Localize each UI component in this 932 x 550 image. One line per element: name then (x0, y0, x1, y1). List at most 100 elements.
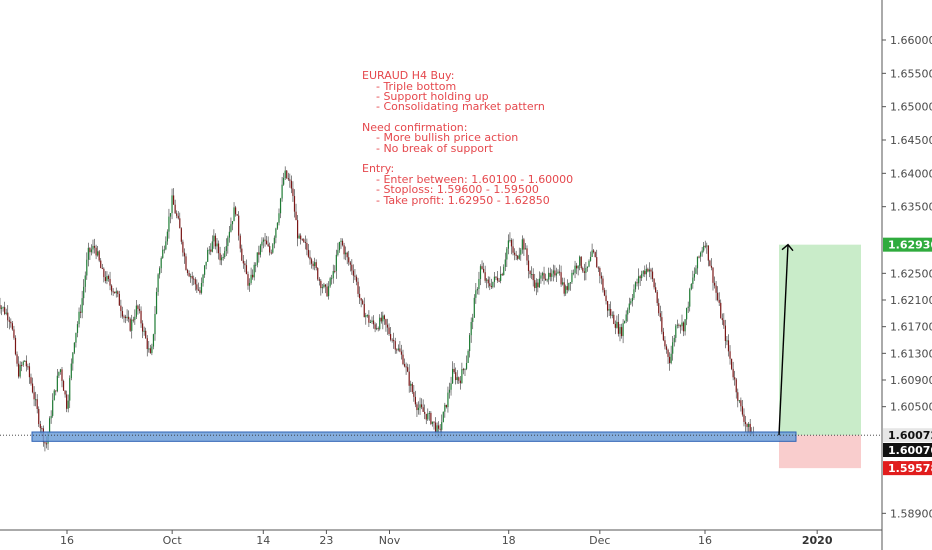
candle-body (628, 303, 630, 310)
candle-body (134, 316, 136, 320)
candle-body (554, 270, 556, 276)
candle-body (597, 267, 599, 269)
candle-body (458, 377, 460, 381)
candle-body (447, 392, 449, 408)
candle-body (76, 324, 79, 333)
candle-body (438, 425, 440, 429)
price-tick-label: 1.66000 (890, 34, 932, 47)
candle-body (661, 317, 663, 332)
annotation-line: - Enter between: 1.60100 - 1.60000 (362, 173, 573, 186)
price-axis[interactable]: 1.66000 1.65500 1.65000 1.64500 1.64000 1.635… (881, 0, 932, 550)
candle-body (521, 239, 523, 250)
candle-body (52, 400, 54, 416)
candle-body (253, 264, 255, 278)
candle-body (363, 303, 365, 318)
annotation-line: - More bullish price action (362, 131, 518, 144)
position-tool[interactable] (779, 244, 861, 469)
candle-body (636, 282, 638, 284)
candle-body (482, 268, 485, 273)
candle-body (252, 274, 254, 278)
time-tick-label: 16 (60, 534, 74, 547)
candle-body (171, 195, 173, 214)
candle-body (420, 404, 423, 408)
candle-body (214, 235, 217, 247)
candle-body (196, 284, 198, 290)
projection-arrow[interactable] (778, 243, 794, 436)
candle-body (391, 339, 393, 341)
candle-body (138, 308, 141, 311)
candle-body (633, 289, 635, 298)
candle-body (472, 317, 474, 322)
candle-body (179, 218, 181, 229)
candle-body (613, 314, 615, 324)
candle-body (493, 276, 496, 282)
candle-body (323, 284, 325, 288)
candle-body (572, 272, 575, 274)
candle-body (317, 268, 319, 280)
candle-body (647, 268, 649, 272)
candle-body (321, 287, 323, 289)
candle-body (227, 237, 229, 247)
support-zone[interactable] (0, 431, 882, 442)
candle-body (641, 273, 643, 279)
candle-body (67, 400, 69, 409)
candle-body (186, 269, 189, 274)
candle-body (560, 272, 562, 285)
candle-body (591, 250, 593, 257)
candle-body (627, 309, 629, 315)
annotation-line: Need confirmation: (362, 121, 467, 134)
candle-body (258, 252, 260, 255)
candle-body (478, 278, 480, 290)
candle-body (146, 338, 148, 350)
trade-annotation[interactable]: EURAUD H4 Buy: - Triple bottom - Support… (362, 69, 573, 207)
candle-body (450, 383, 452, 390)
candle-body (292, 188, 294, 197)
candle-body (346, 252, 348, 258)
candle-body (481, 266, 483, 269)
candle-body (642, 270, 644, 274)
candle-body (740, 400, 742, 407)
support-zone-box[interactable] (31, 431, 797, 442)
time-tick-label: 16 (698, 534, 712, 547)
candle-body (619, 327, 621, 334)
candle-body (665, 346, 668, 350)
annotation-line: - No break of support (362, 142, 494, 155)
time-axis[interactable]: 16 Oct 14 23 Nov 18 Dec 16 2020 (0, 529, 882, 547)
candle-body (244, 263, 246, 266)
candle-body (709, 260, 711, 266)
candle-body (248, 282, 251, 286)
candle-body (72, 352, 74, 364)
candle-body (233, 207, 235, 222)
candle-body (668, 356, 671, 364)
candle-body (676, 324, 678, 326)
candle-body (574, 265, 576, 273)
candle-body (270, 252, 272, 254)
candle-body (585, 267, 587, 273)
candle-body (154, 313, 156, 335)
candle-body (4, 307, 6, 314)
candle-body (593, 250, 595, 253)
candle-body (256, 252, 258, 265)
candle-body (219, 253, 221, 261)
candle-body (692, 277, 694, 284)
price-tick-label: 1.60500 (890, 401, 932, 414)
candle-body (140, 310, 142, 324)
candle-body (351, 264, 353, 271)
candle-body (35, 399, 37, 401)
candle-body (726, 340, 728, 342)
candle-body (73, 342, 75, 353)
candle-body (433, 421, 435, 423)
candle-body (383, 315, 385, 320)
take-profit-zone[interactable] (779, 244, 861, 436)
candle-body (70, 363, 72, 379)
candle-body (121, 311, 124, 317)
candle-body (507, 240, 509, 249)
candle-body (686, 308, 688, 320)
candle-body (504, 259, 506, 267)
candle-body (366, 315, 368, 317)
candle-body (87, 247, 89, 260)
candle-body (698, 256, 700, 258)
candle-body (453, 368, 455, 373)
candle-body (92, 245, 94, 250)
